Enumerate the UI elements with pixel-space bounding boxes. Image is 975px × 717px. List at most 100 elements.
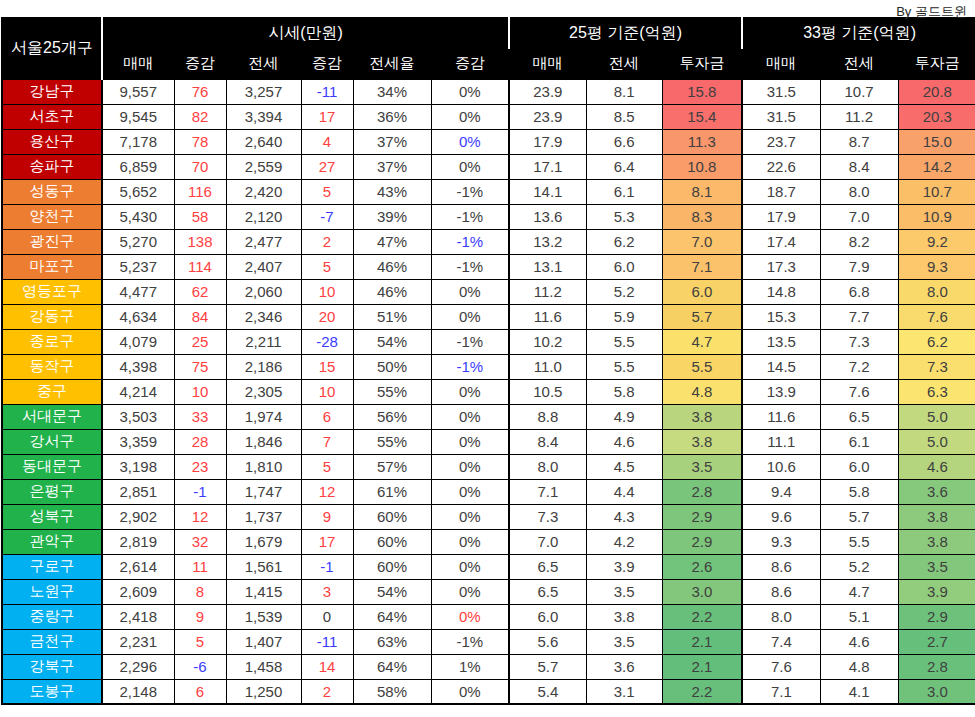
- trade-cell: 9,545: [102, 104, 174, 129]
- p25-trade-cell: 13.1: [509, 254, 586, 279]
- jeonse-ratio-cell: 37%: [353, 129, 431, 154]
- p25-jeonse-cell: 6.2: [586, 229, 662, 254]
- p25-jeonse-cell: 5.2: [586, 279, 662, 304]
- trade-delta-cell: 23: [174, 454, 226, 479]
- p25-trade-cell: 8.4: [509, 429, 586, 454]
- col-header-trade-delta: 증감: [174, 48, 226, 79]
- jeonse-ratio-cell: 37%: [353, 154, 431, 179]
- p33-invest-cell: 3.5: [898, 554, 975, 579]
- ratio-delta-cell: -1%: [431, 179, 509, 204]
- table-row: 노원구2,60981,415354%0%6.53.53.08.64.73.9: [2, 579, 975, 604]
- p33-invest-cell: 3.9: [898, 579, 975, 604]
- col-header-p25-trade: 매매: [509, 48, 586, 79]
- table-row: 관악구2,819321,6791760%0%7.04.22.99.35.53.8: [2, 529, 975, 554]
- p25-trade-cell: 11.2: [509, 279, 586, 304]
- p25-trade-cell: 17.1: [509, 154, 586, 179]
- ratio-delta-cell: 0%: [431, 429, 509, 454]
- trade-delta-cell: 9: [174, 604, 226, 629]
- jeonse-delta-cell: 2: [301, 229, 353, 254]
- p33-invest-cell: 9.2: [898, 229, 975, 254]
- table-row: 종로구4,079252,211-2854%-1%10.25.54.713.57.…: [2, 329, 975, 354]
- trade-cell: 6,859: [102, 154, 174, 179]
- jeonse-cell: 1,846: [226, 429, 301, 454]
- jeonse-ratio-cell: 61%: [353, 479, 431, 504]
- trade-cell: 2,148: [102, 679, 174, 704]
- trade-delta-cell: 25: [174, 329, 226, 354]
- trade-delta-cell: 12: [174, 504, 226, 529]
- jeonse-delta-cell: 7: [301, 429, 353, 454]
- table-row: 서대문구3,503331,974656%0%8.84.93.811.66.55.…: [2, 404, 975, 429]
- trade-cell: 4,398: [102, 354, 174, 379]
- p33-trade-cell: 9.3: [742, 529, 820, 554]
- credit-text: By 골드트윈: [0, 0, 975, 17]
- trade-delta-cell: 32: [174, 529, 226, 554]
- ratio-delta-cell: 0%: [431, 154, 509, 179]
- p33-invest-cell: 3.8: [898, 529, 975, 554]
- jeonse-ratio-cell: 34%: [353, 79, 431, 104]
- p33-invest-cell: 10.9: [898, 204, 975, 229]
- jeonse-ratio-cell: 46%: [353, 279, 431, 304]
- jeonse-delta-cell: -11: [301, 79, 353, 104]
- ratio-delta-cell: 0%: [431, 554, 509, 579]
- ratio-delta-cell: 0%: [431, 479, 509, 504]
- p33-trade-cell: 9.4: [742, 479, 820, 504]
- p33-trade-cell: 17.4: [742, 229, 820, 254]
- p25-trade-cell: 7.3: [509, 504, 586, 529]
- p25-jeonse-cell: 6.1: [586, 179, 662, 204]
- ratio-delta-cell: -1%: [431, 329, 509, 354]
- p25-trade-cell: 5.6: [509, 629, 586, 654]
- p25-trade-cell: 11.6: [509, 304, 586, 329]
- ratio-delta-cell: 0%: [431, 579, 509, 604]
- jeonse-delta-cell: 6: [301, 404, 353, 429]
- ratio-delta-cell: 0%: [431, 404, 509, 429]
- table-row: 도봉구2,14861,250258%0%5.43.12.27.14.13.0: [2, 679, 975, 704]
- ratio-delta-cell: 0%: [431, 604, 509, 629]
- p33-invest-cell: 20.8: [898, 79, 975, 104]
- group-header-33pyeong: 33평 기준(억원): [742, 18, 975, 48]
- p25-trade-cell: 8.8: [509, 404, 586, 429]
- jeonse-delta-cell: 10: [301, 379, 353, 404]
- p33-invest-cell: 15.0: [898, 129, 975, 154]
- p25-invest-cell: 2.1: [662, 654, 742, 679]
- trade-cell: 4,477: [102, 279, 174, 304]
- p33-invest-cell: 3.6: [898, 479, 975, 504]
- trade-cell: 5,430: [102, 204, 174, 229]
- district-cell: 성동구: [2, 179, 102, 204]
- p25-trade-cell: 10.5: [509, 379, 586, 404]
- p25-invest-cell: 4.7: [662, 329, 742, 354]
- jeonse-cell: 2,477: [226, 229, 301, 254]
- p25-invest-cell: 3.5: [662, 454, 742, 479]
- jeonse-delta-cell: 12: [301, 479, 353, 504]
- col-header-ratio-delta: 증감: [431, 48, 509, 79]
- p25-trade-cell: 5.4: [509, 679, 586, 704]
- trade-cell: 7,178: [102, 129, 174, 154]
- trade-cell: 2,418: [102, 604, 174, 629]
- p33-trade-cell: 31.5: [742, 104, 820, 129]
- p33-jeonse-cell: 6.0: [820, 454, 898, 479]
- p25-invest-cell: 11.3: [662, 129, 742, 154]
- jeonse-cell: 2,186: [226, 354, 301, 379]
- jeonse-ratio-cell: 46%: [353, 254, 431, 279]
- p33-trade-cell: 18.7: [742, 179, 820, 204]
- p25-invest-cell: 2.8: [662, 479, 742, 504]
- p25-trade-cell: 7.0: [509, 529, 586, 554]
- trade-cell: 3,503: [102, 404, 174, 429]
- table-row: 마포구5,2371142,407546%-1%13.16.07.117.37.9…: [2, 254, 975, 279]
- jeonse-ratio-cell: 54%: [353, 329, 431, 354]
- p33-jeonse-cell: 6.8: [820, 279, 898, 304]
- ratio-delta-cell: -1%: [431, 629, 509, 654]
- p33-invest-cell: 10.7: [898, 179, 975, 204]
- p33-invest-cell: 7.3: [898, 354, 975, 379]
- trade-delta-cell: -6: [174, 654, 226, 679]
- district-cell: 관악구: [2, 529, 102, 554]
- ratio-delta-cell: 0%: [431, 279, 509, 304]
- jeonse-cell: 1,974: [226, 404, 301, 429]
- p33-jeonse-cell: 7.0: [820, 204, 898, 229]
- p33-invest-cell: 2.7: [898, 629, 975, 654]
- p33-trade-cell: 23.7: [742, 129, 820, 154]
- p33-invest-cell: 5.0: [898, 404, 975, 429]
- p33-trade-cell: 9.6: [742, 504, 820, 529]
- p25-jeonse-cell: 4.3: [586, 504, 662, 529]
- p33-trade-cell: 17.9: [742, 204, 820, 229]
- p25-jeonse-cell: 5.8: [586, 379, 662, 404]
